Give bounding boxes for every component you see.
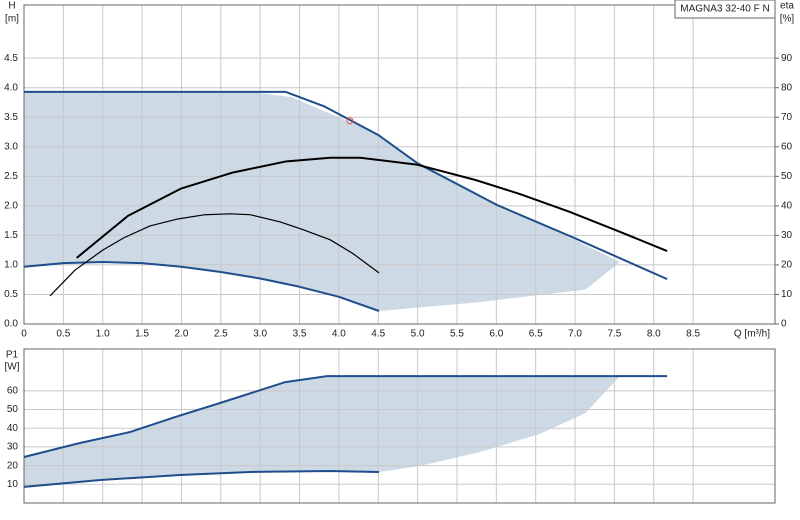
x-tick-label: 7.5 bbox=[607, 329, 621, 340]
y2-tick-label: 20 bbox=[781, 260, 793, 271]
plot-frame bbox=[23, 4, 776, 325]
plot-frame bbox=[23, 348, 776, 504]
efficiency-curve bbox=[76, 156, 668, 259]
x-label: Q [m³/h] bbox=[734, 329, 770, 340]
x-tick-label: 1.5 bbox=[135, 329, 149, 340]
y2-unit: [%] bbox=[780, 14, 795, 25]
x-tick-label: 1.0 bbox=[96, 329, 110, 340]
y-label: H bbox=[8, 1, 15, 12]
duty-point bbox=[346, 117, 354, 125]
y2-label: eta bbox=[780, 1, 794, 12]
y-tick-label: 2.0 bbox=[4, 200, 18, 211]
operating-area bbox=[24, 376, 620, 487]
x-tick-label: 0 bbox=[21, 329, 27, 340]
y2-tick-label: 30 bbox=[781, 230, 793, 241]
y-tick-label: 3.0 bbox=[4, 141, 18, 152]
y-tick-label: 0.0 bbox=[4, 319, 18, 330]
x-tick-label: 0.5 bbox=[56, 329, 70, 340]
y-tick-label: 1.0 bbox=[4, 260, 18, 271]
x-tick-label: 3.5 bbox=[293, 329, 307, 340]
y-tick-label: 3.5 bbox=[4, 112, 18, 123]
y-tick-label: 2.5 bbox=[4, 171, 18, 182]
y-tick-label: 20 bbox=[7, 460, 19, 471]
y-tick-label: 4.5 bbox=[4, 53, 18, 64]
x-tick-label: 4.5 bbox=[371, 329, 385, 340]
x-tick-label: 5.0 bbox=[411, 329, 425, 340]
pump-curve bbox=[23, 470, 380, 488]
y2-tick-label: 60 bbox=[781, 141, 793, 152]
y-tick-label: 1.5 bbox=[4, 230, 18, 241]
title-box bbox=[674, 0, 776, 19]
x-tick-label: 6.5 bbox=[529, 329, 543, 340]
y-tick-label: 60 bbox=[7, 386, 19, 397]
y-tick-label: 4.0 bbox=[4, 82, 18, 93]
y2-tick-label: 0 bbox=[781, 319, 787, 330]
x-tick-label: 2.5 bbox=[214, 329, 228, 340]
y-tick-label: 50 bbox=[7, 404, 19, 415]
y2-tick-label: 50 bbox=[781, 171, 793, 182]
x-tick-label: 5.5 bbox=[450, 329, 464, 340]
y2-tick-label: 90 bbox=[781, 53, 793, 64]
y2-tick-label: 40 bbox=[781, 200, 793, 211]
operating-area bbox=[24, 91, 620, 312]
x-tick-label: 6.0 bbox=[489, 329, 503, 340]
y2-tick-label: 10 bbox=[781, 289, 793, 300]
x-tick-label: 3.0 bbox=[253, 329, 267, 340]
y-tick-label: 40 bbox=[7, 423, 19, 434]
pump-curve bbox=[24, 90, 668, 281]
y-tick-label: 10 bbox=[7, 479, 19, 490]
x-tick-label: 4.0 bbox=[332, 329, 346, 340]
x-tick-label: 2.0 bbox=[174, 329, 188, 340]
y-tick-label: 30 bbox=[7, 442, 19, 453]
y-unit: [W] bbox=[5, 362, 20, 373]
y-tick-label: 0.5 bbox=[4, 289, 18, 300]
y2-tick-label: 70 bbox=[781, 112, 793, 123]
x-tick-label: 7.0 bbox=[568, 329, 582, 340]
y2-tick-label: 80 bbox=[781, 82, 793, 93]
chart-title: MAGNA3 32-40 F N bbox=[680, 4, 769, 15]
x-tick-label: 8.5 bbox=[686, 329, 700, 340]
y-label: P1 bbox=[6, 350, 19, 361]
y-unit: [m] bbox=[5, 14, 19, 25]
pump-curve bbox=[23, 375, 668, 458]
pump-curve bbox=[23, 260, 380, 312]
x-tick-label: 8.0 bbox=[647, 329, 661, 340]
efficiency-curve bbox=[49, 213, 380, 297]
